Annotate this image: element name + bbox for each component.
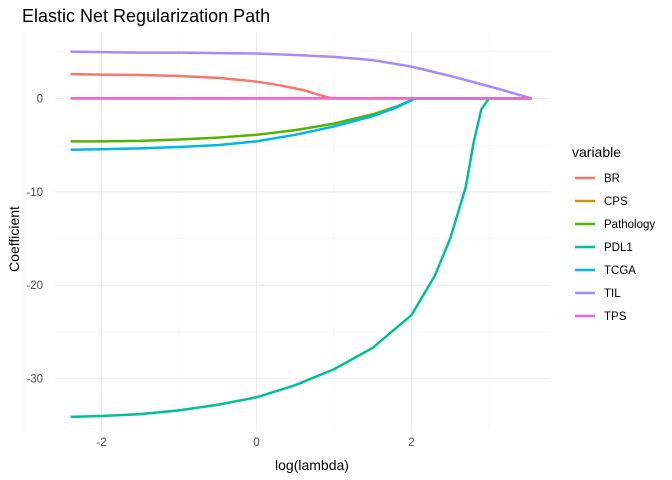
legend-label: BR: [604, 173, 620, 185]
y-axis-title: Coefficient: [6, 206, 22, 272]
x-axis-title: log(lambda): [275, 457, 349, 473]
legend-label: TIL: [604, 288, 621, 300]
legend-item-pathology: Pathology: [575, 219, 655, 231]
legend-item-br: BR: [575, 173, 620, 185]
legend-label: CPS: [604, 196, 628, 208]
legend-item-tps: TPS: [575, 311, 627, 323]
legend-label: TCGA: [604, 265, 636, 277]
series-layer: [70, 50, 532, 419]
y-tick-label: -20: [26, 280, 43, 292]
chart-title: Elastic Net Regularization Path: [22, 6, 270, 26]
x-tick-label: -2: [96, 437, 106, 449]
legend-item-tcga: TCGA: [575, 265, 636, 277]
legend-label: PDL1: [604, 242, 633, 254]
legend-label: TPS: [604, 311, 627, 323]
series-line-til: [70, 50, 532, 100]
tick-labels: -2 0 2-30-20-100: [26, 93, 414, 449]
y-tick-label: -10: [26, 187, 43, 199]
legend-title: variable: [572, 144, 621, 160]
legend-item-cps: CPS: [575, 196, 628, 208]
legend-item-pdl1: PDL1: [575, 242, 633, 254]
y-tick-label: 0: [37, 93, 43, 105]
x-tick-label: 2: [408, 437, 414, 449]
series-line-pdl1: [70, 97, 532, 419]
legend-item-til: TIL: [575, 288, 621, 300]
y-tick-label: -30: [26, 374, 43, 386]
legend: variable BR CPS Pathology PDL1 TCGA TIL TPS: [572, 144, 655, 323]
x-tick-label: 0: [253, 437, 259, 449]
legend-label: Pathology: [604, 219, 655, 231]
